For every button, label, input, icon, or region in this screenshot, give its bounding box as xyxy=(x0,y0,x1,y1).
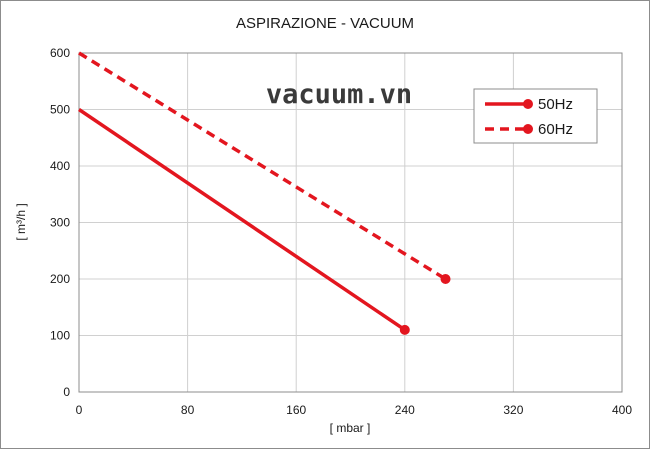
legend-marker-50hz xyxy=(523,99,533,109)
x-tick-label: 400 xyxy=(612,403,632,417)
series-endpoint-60hz xyxy=(440,274,451,284)
x-tick-label: 160 xyxy=(286,403,306,417)
legend-label-60hz: 60Hz xyxy=(538,121,573,138)
y-axis-label: [ m³/h ] xyxy=(14,203,28,240)
chart-title: ASPIRAZIONE - VACUUM xyxy=(236,15,414,32)
series-line-50hz xyxy=(78,108,406,332)
legend: 50Hz 60Hz xyxy=(473,88,598,144)
x-tick-label: 320 xyxy=(503,403,523,417)
y-tick-label: 200 xyxy=(50,272,70,286)
y-axis-ticks: 0 100 200 300 400 500 600 xyxy=(50,46,70,399)
y-tick-label: 0 xyxy=(63,385,70,399)
x-axis-label: [ mbar ] xyxy=(330,421,371,435)
x-tick-label: 80 xyxy=(181,403,195,417)
series-line-60hz xyxy=(78,51,447,281)
plot-area xyxy=(78,52,623,393)
y-tick-label: 300 xyxy=(50,216,70,230)
legend-label-50hz: 50Hz xyxy=(538,96,573,113)
series-endpoint-50hz xyxy=(399,324,410,335)
watermark: vacuum.vn xyxy=(266,79,412,110)
series-group xyxy=(78,51,451,335)
x-axis-ticks: 0 80 160 240 320 400 xyxy=(76,403,633,417)
y-tick-label: 400 xyxy=(50,159,70,173)
y-tick-label: 100 xyxy=(50,329,70,343)
legend-box xyxy=(473,88,598,144)
x-tick-label: 240 xyxy=(395,403,415,417)
y-tick-label: 600 xyxy=(50,46,70,60)
x-tick-label: 0 xyxy=(76,403,83,417)
legend-marker-60hz xyxy=(523,124,533,134)
y-tick-label: 500 xyxy=(50,103,70,117)
